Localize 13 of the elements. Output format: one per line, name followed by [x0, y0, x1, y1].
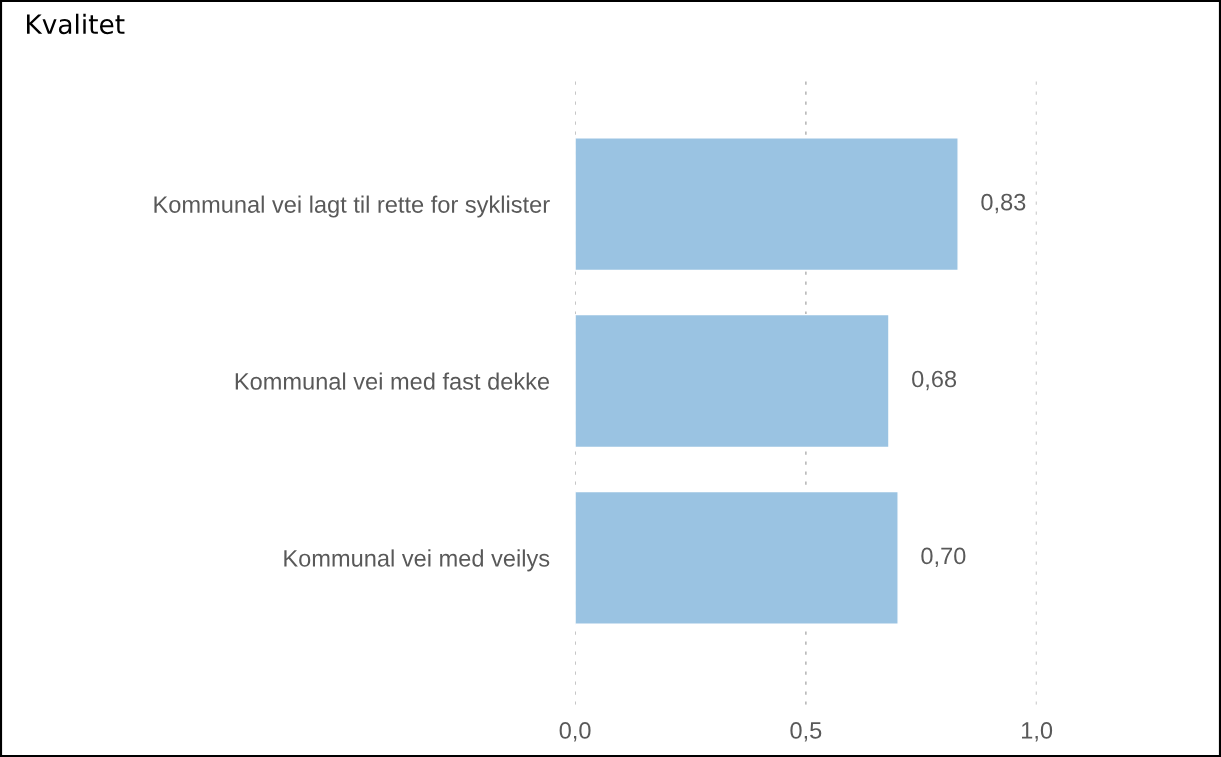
x-tick-label: 0,5 — [790, 722, 822, 742]
bar — [575, 313, 890, 449]
x-tick-label: 1,0 — [1022, 722, 1053, 742]
y-tick-label: Kommunal vei med veilys — [284, 549, 550, 572]
text: Kvalitet — [27, 13, 125, 35]
bar — [575, 137, 959, 272]
data-label: 0,83 — [981, 193, 1026, 214]
y-tick-label: Kommunal vei med fast dekke — [235, 372, 550, 390]
x-tick-label: 0,0 — [559, 722, 591, 742]
data-label: 0,70 — [921, 547, 966, 568]
y-tick-label: Kommunal vei lagt til rette for syklister — [154, 195, 550, 218]
bar — [575, 490, 899, 625]
data-label: 0,68 — [912, 370, 957, 391]
